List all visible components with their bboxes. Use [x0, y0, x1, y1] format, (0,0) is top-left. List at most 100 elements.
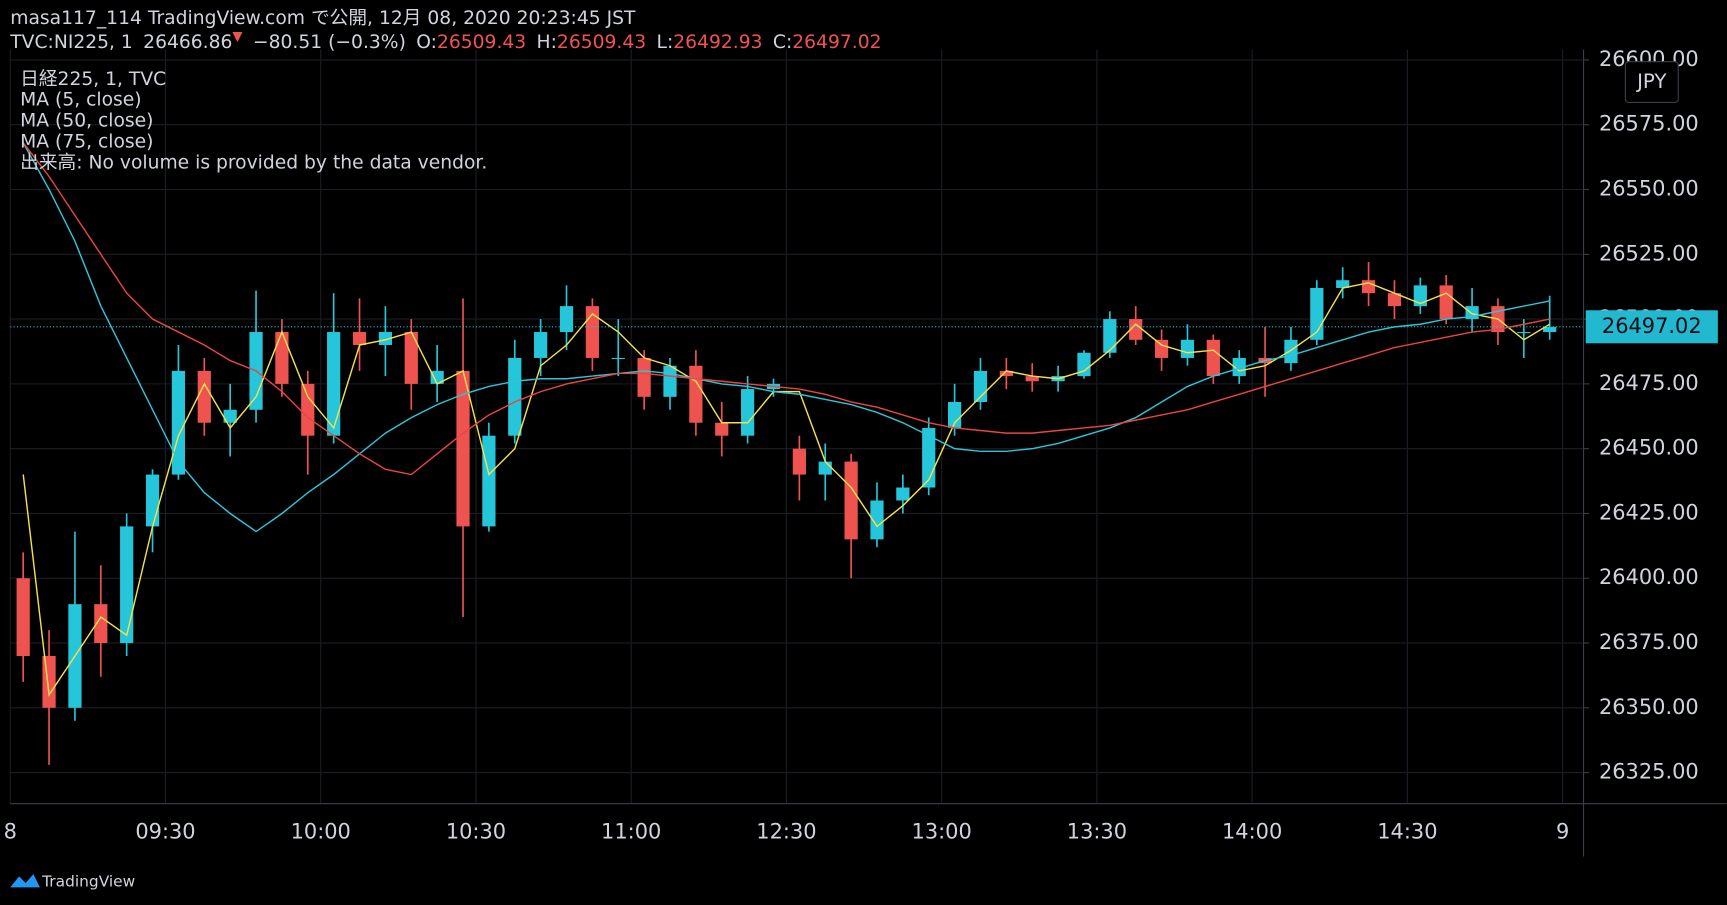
- candle-body: [1284, 339, 1298, 364]
- y-tick-label: 26525.00: [1599, 241, 1699, 265]
- currency[interactable]: JPY: [1635, 70, 1667, 93]
- candle-body: [1077, 352, 1091, 377]
- legend-entry: MA (75, close): [20, 132, 153, 153]
- y-tick-label: 26425.00: [1599, 500, 1699, 524]
- candle-body: [352, 332, 367, 345]
- candle-body: [741, 389, 755, 436]
- candle-body: [1154, 339, 1169, 358]
- y-tick-label: 26550.00: [1599, 176, 1699, 200]
- candle-body: [16, 578, 30, 656]
- field-value: 26509.43: [437, 31, 526, 52]
- candle-body: [508, 357, 522, 436]
- y-tick-label: 26400.00: [1599, 565, 1699, 589]
- candle-body: [559, 306, 574, 333]
- field-value: 26492.93: [673, 31, 762, 52]
- y-tick-label: 26450.00: [1599, 436, 1699, 460]
- legend-title: 日経225, 1, TVC: [20, 69, 166, 90]
- x-tick-label: 13:00: [912, 819, 972, 843]
- x-tick-label: 10:30: [446, 819, 506, 843]
- candle-body: [1232, 357, 1246, 377]
- candle-body: [1180, 339, 1195, 358]
- candle-body: [999, 370, 1013, 377]
- candle-body: [275, 332, 289, 384]
- y-tick-label: 26475.00: [1599, 371, 1699, 395]
- logo: TradingView: [10, 872, 135, 890]
- plot-area: [10, 142, 1584, 765]
- x-tick-label: 12:30: [756, 819, 816, 843]
- candle-body: [1439, 285, 1453, 320]
- legend-entry: MA (50, close): [20, 111, 153, 132]
- ma-line: [22, 142, 1550, 476]
- branding: TradingView: [41, 872, 135, 890]
- axes: 26325.00 26350.00 26375.00 26400.00 26425.00…: [4, 47, 1718, 843]
- candle-body: [1543, 326, 1557, 333]
- x-tick-label: 11:00: [601, 819, 661, 843]
- field-label: C:: [773, 31, 792, 52]
- candle-body: [585, 306, 599, 358]
- candle-body: [870, 500, 884, 540]
- x-tick-label: 13:30: [1067, 819, 1127, 843]
- candle-body: [1129, 319, 1143, 340]
- candle-body: [171, 370, 186, 475]
- candle-body: [1025, 376, 1039, 382]
- x-tick-label: 9: [1556, 819, 1569, 843]
- candle-body: [637, 357, 651, 397]
- direction: ▼: [232, 29, 243, 44]
- candle-body: [482, 435, 496, 527]
- change: −80.51 (−0.3%): [253, 31, 406, 52]
- candle-body: [715, 422, 729, 436]
- candle-body: [1103, 319, 1117, 353]
- x-tick-label: 14:00: [1222, 819, 1282, 843]
- candle-body: [456, 370, 470, 527]
- ma-line: [22, 282, 1551, 697]
- y-tick-label: 26575.00: [1599, 112, 1699, 136]
- candle-body: [663, 365, 677, 397]
- candle-body: [145, 474, 160, 527]
- field-label: H:: [537, 31, 557, 52]
- y-tick-label: 26325.00: [1599, 760, 1699, 784]
- field-value: 26509.43: [557, 31, 646, 52]
- candle-body: [1413, 285, 1427, 307]
- candle-body: [197, 370, 211, 423]
- candle-body: [896, 487, 910, 501]
- x-tick-label: 09:30: [135, 819, 195, 843]
- candle-body: [327, 332, 341, 436]
- candle-body: [611, 357, 625, 360]
- field-label: O:: [416, 31, 437, 52]
- candle-body: [689, 365, 703, 423]
- candle-body: [94, 604, 108, 644]
- candle-body: [1336, 280, 1350, 288]
- field-value: 26497.02: [792, 31, 881, 52]
- candle-body: [1206, 339, 1220, 377]
- field-label: L:: [657, 31, 674, 52]
- currency-box[interactable]: [1624, 61, 1679, 103]
- candle-body: [1387, 293, 1402, 307]
- candle-body: [792, 448, 806, 475]
- chart-title: masa117_114 TradingView.com で公開, 12月 08,…: [10, 8, 636, 29]
- candle-body: [1517, 332, 1531, 334]
- volume-note: 出来高: No volume is provided by the data v…: [20, 152, 487, 173]
- last-price-label: 26497.02: [1602, 314, 1702, 338]
- candle-body: [844, 461, 858, 540]
- candle-body: [534, 332, 548, 358]
- legend-entry: MA (5, close): [20, 90, 141, 111]
- candle-body: [378, 332, 393, 345]
- candle-body: [947, 402, 962, 428]
- y-tick-label: 26375.00: [1599, 630, 1699, 654]
- last: 26466.86: [143, 31, 232, 52]
- x-tick-label: 10:00: [291, 819, 351, 843]
- y-tick-label: 26350.00: [1599, 695, 1699, 719]
- symbol: TVC:NI225, 1: [9, 31, 133, 52]
- candle-body: [42, 655, 56, 708]
- grid: [9, 49, 1584, 804]
- candle-body: [120, 526, 134, 644]
- x-tick-label: 8: [4, 819, 17, 843]
- quote-line: TVC:NI225, 1 26466.86▼ −80.51 (−0.3%) O:…: [9, 26, 881, 53]
- logo-icon: [10, 874, 40, 888]
- candle-body: [818, 461, 832, 475]
- candle-body: [223, 409, 237, 423]
- x-tick-label: 14:30: [1377, 819, 1437, 843]
